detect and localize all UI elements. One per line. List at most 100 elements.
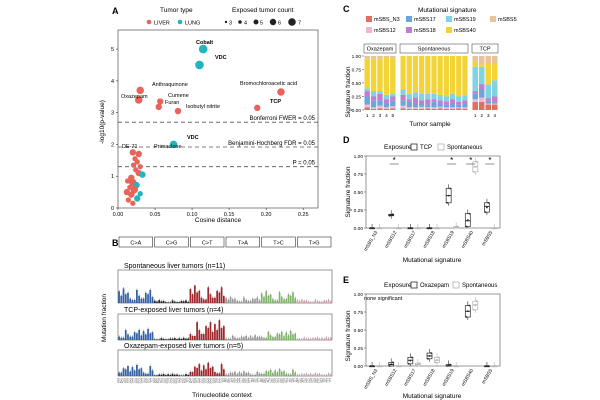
sample-point (371, 227, 373, 229)
mutation-type-label: T>A (238, 241, 249, 247)
signature-tick-label: mSBS19 (441, 368, 456, 388)
spectrum-bar (118, 336, 120, 340)
context-tick-label: CTA (269, 378, 272, 383)
spectrum-bar (280, 372, 283, 376)
sample-point (434, 227, 437, 229)
legend-count-4: 4 (244, 21, 247, 27)
spectrum-bar (200, 297, 203, 303)
legend-spontaneous-swatch (437, 143, 445, 151)
facet-strip (363, 43, 397, 54)
spectrum-bar (325, 301, 328, 303)
spectrum-bar (256, 337, 259, 340)
stacked-segment (462, 108, 468, 110)
spectrum-bar (283, 371, 285, 376)
panel-a-points (123, 44, 285, 206)
spectrum-bar (329, 374, 332, 376)
context-tick-label: TCA (215, 378, 218, 383)
sample-point (495, 227, 497, 229)
sample-point (472, 170, 475, 173)
spectrum-bar (140, 368, 143, 376)
stacked-segment (364, 88, 370, 92)
spectrum-bar (187, 374, 190, 376)
y-tick-label: 4 (111, 79, 114, 85)
context-tick-label: TTG (255, 378, 258, 383)
stacked-segment (462, 103, 468, 108)
stacked-segment (400, 108, 406, 110)
sample-point (416, 363, 419, 366)
spectrum-bar (122, 368, 125, 376)
context-tick-label: GCA (206, 378, 209, 384)
legend-oxazepam-label: Oxazepam (420, 283, 449, 289)
spectrum-bar (222, 296, 225, 303)
spectrum-bar (180, 300, 183, 303)
lung-point (169, 140, 178, 149)
stacked-segment (456, 104, 462, 108)
spectrum-bar (198, 364, 201, 376)
signature-tick-label: mSBS12 (384, 230, 399, 250)
stacked-segment (479, 89, 485, 98)
stacked-segment (431, 108, 437, 110)
spectrum-bar (309, 374, 312, 376)
x-tick-label: 0.10 (187, 212, 198, 218)
spectrum-bar (122, 337, 125, 340)
stacked-segment (425, 108, 431, 110)
spectrum-bar (193, 336, 196, 340)
y-tick-label: 0.75 (354, 172, 364, 178)
spectrum-bar (193, 366, 196, 376)
spectrum-bar (136, 333, 138, 340)
legend-lung-label: LUNG (185, 21, 200, 27)
stacked-segment (412, 97, 419, 103)
spectrum-bar (327, 300, 330, 303)
stacked-segment (479, 84, 485, 90)
spectrum-bar (220, 364, 223, 376)
spectrum-bar (238, 338, 241, 340)
liver-point (134, 96, 143, 104)
panel-e: E Exposure Oxazepam Spontaneous none sig… (343, 275, 501, 400)
spectrum-bar (312, 374, 314, 376)
legend-count-swatch-3 (224, 20, 228, 24)
panel-b: B C>A C>G C>T T>A T>C T>G Mutation fraction S… (101, 236, 333, 399)
stacked-segment (472, 66, 478, 92)
spectrum-bar (303, 374, 305, 376)
sample-point (446, 365, 449, 367)
spectrum-bar (312, 338, 314, 340)
context-tick-label: CTC (235, 378, 238, 383)
sample-point (378, 227, 381, 229)
spectrum-bar (138, 295, 140, 303)
spectrum-bar (153, 300, 156, 303)
stacked-segment (443, 101, 449, 105)
stacked-segment (485, 56, 491, 64)
spectrum-bar (171, 373, 174, 376)
context-tick-label: ACG (122, 378, 125, 383)
stacked-segment (383, 108, 390, 110)
spectrum-bar (274, 370, 276, 376)
spectrum-bar (167, 374, 169, 376)
stacked-segment (364, 56, 370, 59)
context-tick-label: ATG (300, 378, 303, 383)
label-vdc-bottom: VDC (187, 135, 199, 141)
context-tick-label: TTG (291, 378, 294, 383)
context-tick-label: ACA (188, 378, 191, 383)
spectrum-bar (185, 338, 187, 340)
context-tick-label: GCT (142, 377, 145, 383)
spectrum-bar (189, 372, 192, 376)
spectrum-bar (151, 370, 154, 376)
spectrum-bar (300, 374, 303, 376)
context-tick-label: CCG (202, 378, 205, 383)
y-tick-label: 0.50 (354, 328, 364, 334)
mutation-type-header: C>A C>G C>T T>A T>C T>G (118, 236, 332, 248)
spectrum-bar (205, 326, 207, 340)
spectrum-bar (193, 285, 196, 303)
panel-b-y-label: Mutation fraction (101, 294, 108, 342)
spectrum-bar (200, 370, 203, 376)
context-tick-label: ACA (153, 378, 156, 383)
spectrum-bar (278, 292, 281, 303)
stacked-segment (456, 107, 462, 109)
signature-tick-label: mSBS19 (441, 230, 456, 250)
stacked-segment (383, 94, 390, 100)
spectrum-bar (222, 369, 225, 376)
label-tcp: TCP (270, 99, 281, 105)
sample-point (456, 365, 459, 367)
y-tick-label: 0.00 (354, 364, 364, 370)
sample-point (430, 352, 432, 354)
